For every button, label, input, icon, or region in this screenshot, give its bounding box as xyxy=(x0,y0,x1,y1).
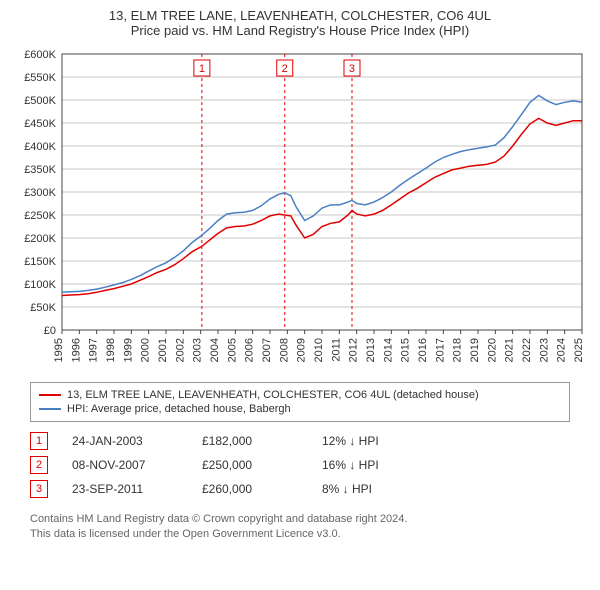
chart-title: 13, ELM TREE LANE, LEAVENHEATH, COLCHEST… xyxy=(8,8,592,38)
svg-text:2015: 2015 xyxy=(400,338,412,362)
sale-price: £250,000 xyxy=(202,458,322,472)
title-line-2: Price paid vs. HM Land Registry's House … xyxy=(8,23,592,38)
svg-text:2023: 2023 xyxy=(538,338,550,362)
svg-text:2012: 2012 xyxy=(348,338,360,362)
legend: 13, ELM TREE LANE, LEAVENHEATH, COLCHEST… xyxy=(30,382,570,422)
sales-table: 1 24-JAN-2003£182,00012% ↓ HPI 2 08-NOV-200… xyxy=(30,432,570,498)
svg-text:2008: 2008 xyxy=(278,338,290,362)
footer-line-1: Contains HM Land Registry data © Crown c… xyxy=(30,512,570,527)
svg-text:2: 2 xyxy=(282,63,288,75)
sale-date: 08-NOV-2007 xyxy=(72,458,202,472)
svg-text:2018: 2018 xyxy=(452,338,464,362)
svg-text:£550K: £550K xyxy=(24,72,56,84)
svg-text:2009: 2009 xyxy=(296,338,308,362)
svg-text:£500K: £500K xyxy=(24,95,56,107)
svg-text:2003: 2003 xyxy=(192,338,204,362)
sale-date: 24-JAN-2003 xyxy=(72,434,202,448)
svg-text:2021: 2021 xyxy=(504,338,516,362)
svg-text:£100K: £100K xyxy=(24,279,56,291)
title-line-1: 13, ELM TREE LANE, LEAVENHEATH, COLCHEST… xyxy=(8,8,592,23)
svg-text:2025: 2025 xyxy=(573,338,585,362)
svg-text:2007: 2007 xyxy=(261,338,273,362)
footer-attribution: Contains HM Land Registry data © Crown c… xyxy=(30,512,570,542)
sale-diff: 12% ↓ HPI xyxy=(322,434,442,448)
svg-text:1996: 1996 xyxy=(70,338,82,362)
svg-text:2017: 2017 xyxy=(434,338,446,362)
svg-text:2005: 2005 xyxy=(226,338,238,362)
legend-swatch xyxy=(39,394,61,396)
svg-text:2016: 2016 xyxy=(417,338,429,362)
sale-row: 1 24-JAN-2003£182,00012% ↓ HPI xyxy=(30,432,570,450)
svg-text:2022: 2022 xyxy=(521,338,533,362)
price-chart: £0 £50K £100K £150K £200K £250K £300K £350K £400… xyxy=(10,44,590,374)
svg-text:£350K: £350K xyxy=(24,164,56,176)
legend-label: 13, ELM TREE LANE, LEAVENHEATH, COLCHEST… xyxy=(67,389,479,401)
svg-text:2004: 2004 xyxy=(209,338,221,362)
svg-text:£600K: £600K xyxy=(24,49,56,61)
sale-row: 3 23-SEP-2011£260,0008% ↓ HPI xyxy=(30,480,570,498)
svg-text:2006: 2006 xyxy=(244,338,256,362)
svg-text:£0: £0 xyxy=(44,325,56,337)
svg-text:£200K: £200K xyxy=(24,233,56,245)
svg-text:2024: 2024 xyxy=(556,338,568,362)
svg-text:2010: 2010 xyxy=(313,338,325,362)
sale-marker: 1 xyxy=(30,432,48,450)
svg-text:2019: 2019 xyxy=(469,338,481,362)
svg-text:2002: 2002 xyxy=(174,338,186,362)
svg-text:1999: 1999 xyxy=(122,338,134,362)
svg-text:£50K: £50K xyxy=(30,302,56,314)
svg-text:2001: 2001 xyxy=(157,338,169,362)
sale-diff: 8% ↓ HPI xyxy=(322,482,442,496)
sale-marker: 2 xyxy=(30,456,48,474)
svg-text:1: 1 xyxy=(199,63,205,75)
sale-date: 23-SEP-2011 xyxy=(72,482,202,496)
svg-text:£250K: £250K xyxy=(24,210,56,222)
svg-text:2000: 2000 xyxy=(140,338,152,362)
sale-price: £260,000 xyxy=(202,482,322,496)
svg-text:2014: 2014 xyxy=(382,338,394,362)
legend-item: HPI: Average price, detached house, Babe… xyxy=(39,403,561,415)
legend-item: 13, ELM TREE LANE, LEAVENHEATH, COLCHEST… xyxy=(39,389,561,401)
svg-text:1998: 1998 xyxy=(105,338,117,362)
svg-text:2013: 2013 xyxy=(365,338,377,362)
svg-text:2020: 2020 xyxy=(486,338,498,362)
svg-text:£150K: £150K xyxy=(24,256,56,268)
svg-text:£400K: £400K xyxy=(24,141,56,153)
svg-text:£450K: £450K xyxy=(24,118,56,130)
svg-text:1997: 1997 xyxy=(88,338,100,362)
svg-text:1995: 1995 xyxy=(53,338,65,362)
svg-text:3: 3 xyxy=(349,63,355,75)
svg-text:£300K: £300K xyxy=(24,187,56,199)
legend-swatch xyxy=(39,408,61,410)
sale-row: 2 08-NOV-2007£250,00016% ↓ HPI xyxy=(30,456,570,474)
svg-text:2011: 2011 xyxy=(330,338,342,362)
legend-label: HPI: Average price, detached house, Babe… xyxy=(67,403,291,415)
sale-diff: 16% ↓ HPI xyxy=(322,458,442,472)
sale-marker: 3 xyxy=(30,480,48,498)
footer-line-2: This data is licensed under the Open Gov… xyxy=(30,527,570,542)
sale-price: £182,000 xyxy=(202,434,322,448)
